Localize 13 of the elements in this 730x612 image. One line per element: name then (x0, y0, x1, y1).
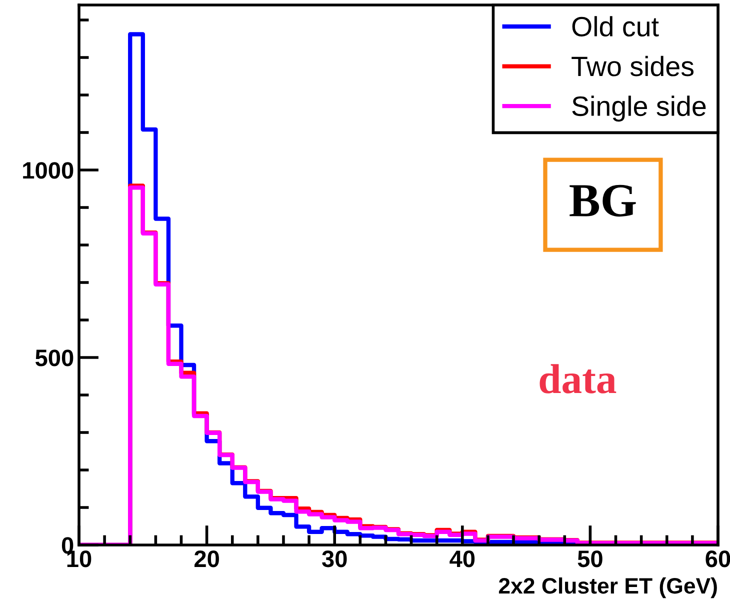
x-axis-title: 2x2 Cluster ET (GeV) (498, 577, 717, 598)
x-tick-label: 20 (194, 550, 219, 568)
annotation: BG (570, 184, 636, 217)
y-tick-label: 1000 (23, 162, 74, 179)
annotation: data (540, 364, 616, 394)
legend-label: Two sides (572, 56, 694, 76)
legend-label: Single side (572, 96, 706, 122)
x-tick-label: 60 (706, 550, 730, 568)
x-tick-label: 40 (450, 550, 475, 568)
y-tick-label: 500 (35, 350, 74, 366)
x-tick-label: 50 (578, 550, 602, 568)
x-tick-label: 30 (322, 550, 347, 568)
legend-label: Old cut (572, 16, 659, 37)
